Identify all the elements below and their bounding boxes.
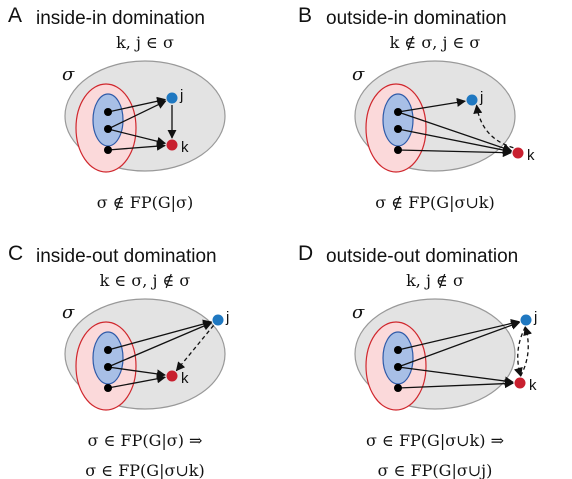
node-j	[212, 314, 224, 326]
node	[394, 108, 402, 116]
node-label: k	[527, 147, 535, 164]
condition: k ∈ σ, j ∉ σ	[100, 271, 191, 290]
edge	[107, 321, 213, 368]
edge	[107, 141, 166, 151]
node-j	[520, 314, 532, 326]
panel-letter: B	[298, 4, 312, 27]
node	[394, 363, 402, 371]
node	[394, 125, 402, 133]
node-label: k	[181, 139, 189, 156]
formula: σ ∉ FP(G|σ∪k)	[375, 193, 494, 212]
node-label: j	[225, 309, 229, 326]
node-j	[166, 92, 178, 104]
edge	[397, 148, 512, 158]
panel-title: inside-in domination	[36, 8, 205, 29]
node-label: k	[181, 370, 189, 387]
edge	[397, 320, 521, 368]
dashed-edge	[175, 324, 215, 372]
panel-letter: A	[8, 4, 22, 27]
node	[104, 346, 112, 354]
node	[104, 363, 112, 371]
formula: σ ∈ FP(G|σ∪k)	[85, 461, 204, 479]
panel-title: outside-in domination	[326, 8, 507, 29]
edge	[107, 96, 167, 113]
node-label: j	[479, 89, 483, 106]
sigma-label: σ	[352, 64, 365, 85]
panel-letter: C	[8, 242, 23, 265]
panel-letter: D	[298, 242, 313, 265]
edge	[397, 379, 514, 389]
inner-set	[92, 93, 124, 147]
node-j	[466, 94, 478, 106]
node-label: j	[179, 87, 183, 104]
dashed-edge	[473, 104, 514, 149]
edge	[397, 319, 521, 351]
edge	[397, 97, 466, 113]
formula: σ ∈ FP(G|σ∪j)	[378, 461, 493, 479]
panel-title: inside-out domination	[36, 246, 217, 267]
node-k	[512, 147, 524, 159]
sigma-label: σ	[352, 302, 365, 323]
node	[394, 146, 402, 154]
edge	[107, 366, 166, 379]
inner-set	[382, 93, 414, 147]
panel-title: outside-out domination	[326, 246, 518, 267]
edge	[397, 111, 513, 153]
node-k	[166, 139, 178, 151]
node-k	[514, 377, 526, 389]
edge	[107, 374, 167, 389]
node	[104, 125, 112, 133]
node-label: j	[533, 309, 537, 326]
sigma-label: σ	[62, 302, 75, 323]
edge	[107, 319, 213, 351]
node	[104, 384, 112, 392]
node	[394, 346, 402, 354]
formula: σ ∈ FP(G|σ) ⇒	[88, 431, 203, 450]
formula: σ ∉ FP(G|σ)	[97, 193, 193, 212]
node	[104, 146, 112, 154]
node	[104, 108, 112, 116]
condition: k, j ∉ σ	[406, 271, 464, 290]
condition: k, j ∈ σ	[116, 33, 174, 52]
edge	[397, 128, 513, 155]
node-k	[166, 370, 178, 382]
condition: k ∉ σ, j ∈ σ	[390, 33, 481, 52]
edge	[107, 100, 167, 130]
edge	[107, 128, 167, 146]
sigma-label: σ	[62, 64, 75, 85]
formula: σ ∈ FP(G|σ∪k) ⇒	[366, 431, 504, 450]
edge	[397, 366, 514, 386]
node	[394, 384, 402, 392]
inner-set	[382, 331, 414, 385]
inner-set	[92, 331, 124, 385]
node-label: k	[529, 377, 537, 394]
